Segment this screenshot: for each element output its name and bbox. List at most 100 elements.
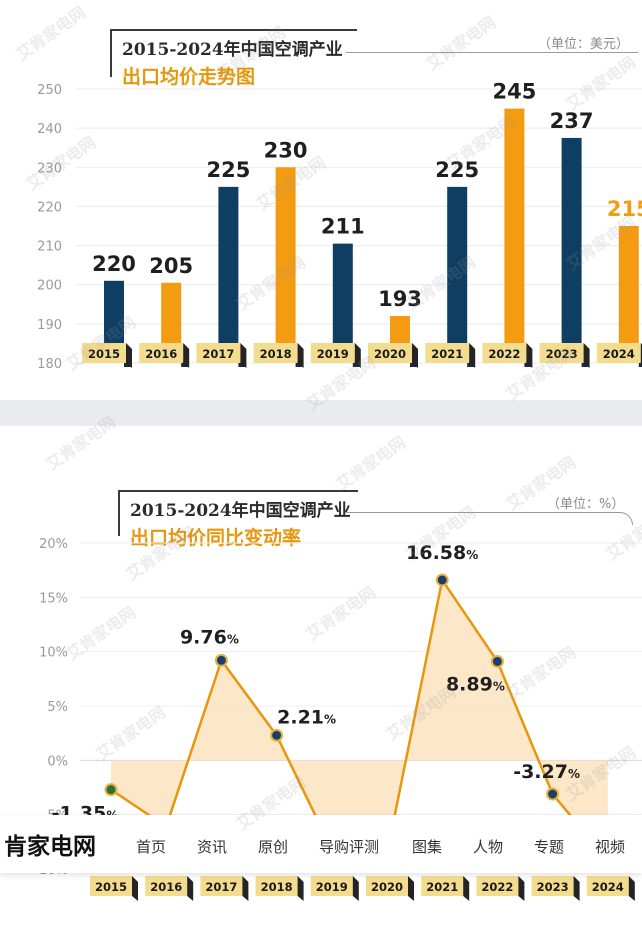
year-tag-shadow xyxy=(583,343,590,368)
year-tag xyxy=(310,876,353,896)
bar-chart-ytick-label: 240 xyxy=(37,122,62,137)
x-tick-label: 2023 xyxy=(537,880,569,894)
bar-value-label: 230 xyxy=(264,138,308,162)
bar-value-label: 225 xyxy=(206,158,250,182)
year-tag xyxy=(539,343,584,363)
bar xyxy=(561,137,582,363)
x-tick-label: 2020 xyxy=(374,347,406,361)
change-value-label: 2.21% xyxy=(277,706,336,728)
bar-value-label: 237 xyxy=(550,109,594,133)
line-chart-ytick-label: 20% xyxy=(39,537,68,552)
year-tag xyxy=(482,343,527,363)
line-chart-ytick-label: 10% xyxy=(39,646,68,661)
line-chart-plot: 20%15%10%5%0%-5%-10%-1.35%-6.82%9.76%2.2… xyxy=(34,537,642,901)
year-tag-shadow xyxy=(297,876,304,901)
site-logo[interactable]: 肯家电网 xyxy=(4,834,96,860)
x-tick-label: 2018 xyxy=(261,880,293,894)
year-tag xyxy=(200,876,243,896)
year-tag-shadow xyxy=(463,876,470,901)
bar-value-label: 225 xyxy=(435,158,479,182)
line-chart-ytick-label: 5% xyxy=(47,700,68,715)
year-tag xyxy=(139,343,184,363)
change-point xyxy=(104,783,118,797)
year-tag-shadow xyxy=(187,876,194,901)
year-tag xyxy=(596,343,641,363)
line-chart-unit: （单位：%） xyxy=(547,497,625,512)
year-tag xyxy=(586,876,629,896)
change-point xyxy=(490,654,504,668)
bar-chart-ytick-label: 210 xyxy=(37,240,62,255)
year-tag-shadow xyxy=(628,876,635,901)
bar-chart-ytick-label: 230 xyxy=(37,161,62,176)
bar-chart-title-line2: 出口均价走势图 xyxy=(122,66,256,88)
nav-item-people[interactable]: 人物 xyxy=(473,838,504,856)
x-tick-label: 2016 xyxy=(150,880,182,894)
x-tick-label: 2016 xyxy=(145,347,177,361)
bar-chart-ytick-label: 220 xyxy=(37,200,62,215)
x-tick-label: 2015 xyxy=(95,880,127,894)
nav-item-videos[interactable]: 视频 xyxy=(595,838,626,856)
bar-chart-plot: 180 190 200 210 220 230 240 250 220 2015 205 2016 22… xyxy=(37,80,642,372)
bar xyxy=(161,282,182,363)
change-point xyxy=(435,573,449,587)
year-tag xyxy=(425,343,470,363)
bar-value-label: 205 xyxy=(149,254,193,278)
nav-item-gallery[interactable]: 图集 xyxy=(412,838,443,856)
bar-chart-panel: 2015-2024年中国空调产业 出口均价走势图 （单位：美元） 180 190 2… xyxy=(0,0,642,400)
year-tag xyxy=(255,876,298,896)
year-tag-shadow xyxy=(183,343,190,368)
bar-value-label: 220 xyxy=(92,252,136,276)
change-value-label: 16.58% xyxy=(406,542,478,564)
nav-item-reviews[interactable]: 导购评测 xyxy=(319,838,380,856)
bar xyxy=(618,226,639,363)
year-tag-shadow xyxy=(126,343,132,368)
change-value-label: -3.27% xyxy=(513,761,580,783)
x-tick-label: 2022 xyxy=(481,880,513,894)
nav-item-original[interactable]: 原创 xyxy=(258,838,289,856)
bar-value-label: 193 xyxy=(378,287,422,311)
change-value-label: 9.76% xyxy=(180,626,239,648)
year-tag-shadow xyxy=(240,343,247,368)
bar-value-label: 211 xyxy=(321,215,365,239)
x-tick-label: 2017 xyxy=(205,880,237,894)
bar-chart-title: 2015-2024年中国空调产业 出口均价走势图 xyxy=(110,29,357,88)
bar-chart-ytick-label: 200 xyxy=(37,279,62,294)
year-tag-shadow xyxy=(132,876,138,901)
year-tag xyxy=(82,343,126,363)
year-tag xyxy=(366,876,408,896)
change-point xyxy=(546,787,560,801)
year-tag xyxy=(145,876,188,896)
year-tag-shadow xyxy=(352,876,359,901)
bar-value-label: 215 xyxy=(607,197,642,221)
bar xyxy=(447,186,468,363)
year-tag xyxy=(421,876,464,896)
x-tick-label: 2021 xyxy=(431,347,463,361)
x-tick-label: 2019 xyxy=(317,347,349,361)
year-tag xyxy=(531,876,574,896)
change-point xyxy=(214,653,228,667)
bar xyxy=(275,167,296,363)
year-tag xyxy=(196,343,241,363)
nav-item-news[interactable]: 资讯 xyxy=(197,838,228,856)
bar xyxy=(504,108,525,363)
change-area xyxy=(111,579,608,861)
year-tag xyxy=(253,343,298,363)
line-chart-ytick-label: 0% xyxy=(47,754,68,769)
year-tag xyxy=(90,876,132,896)
x-tick-label: 2018 xyxy=(260,347,292,361)
bar-chart-title-line1: 2015-2024年中国空调产业 xyxy=(122,40,343,60)
x-tick-label: 2024 xyxy=(603,347,635,361)
x-tick-label: 2017 xyxy=(202,347,234,361)
nav-item-topics[interactable]: 专题 xyxy=(534,838,565,856)
x-tick-label: 2015 xyxy=(88,347,120,361)
year-tag-shadow xyxy=(297,343,304,368)
year-tag-shadow xyxy=(469,343,476,368)
bar-chart-title-rule xyxy=(346,52,638,53)
x-tick-label: 2019 xyxy=(316,880,348,894)
x-tick-label: 2020 xyxy=(371,880,403,894)
year-tag xyxy=(368,343,412,363)
year-tag-shadow xyxy=(573,876,580,901)
x-tick-label: 2021 xyxy=(426,880,458,894)
nav-item-home[interactable]: 首页 xyxy=(136,838,167,856)
year-tag-shadow xyxy=(242,876,249,901)
